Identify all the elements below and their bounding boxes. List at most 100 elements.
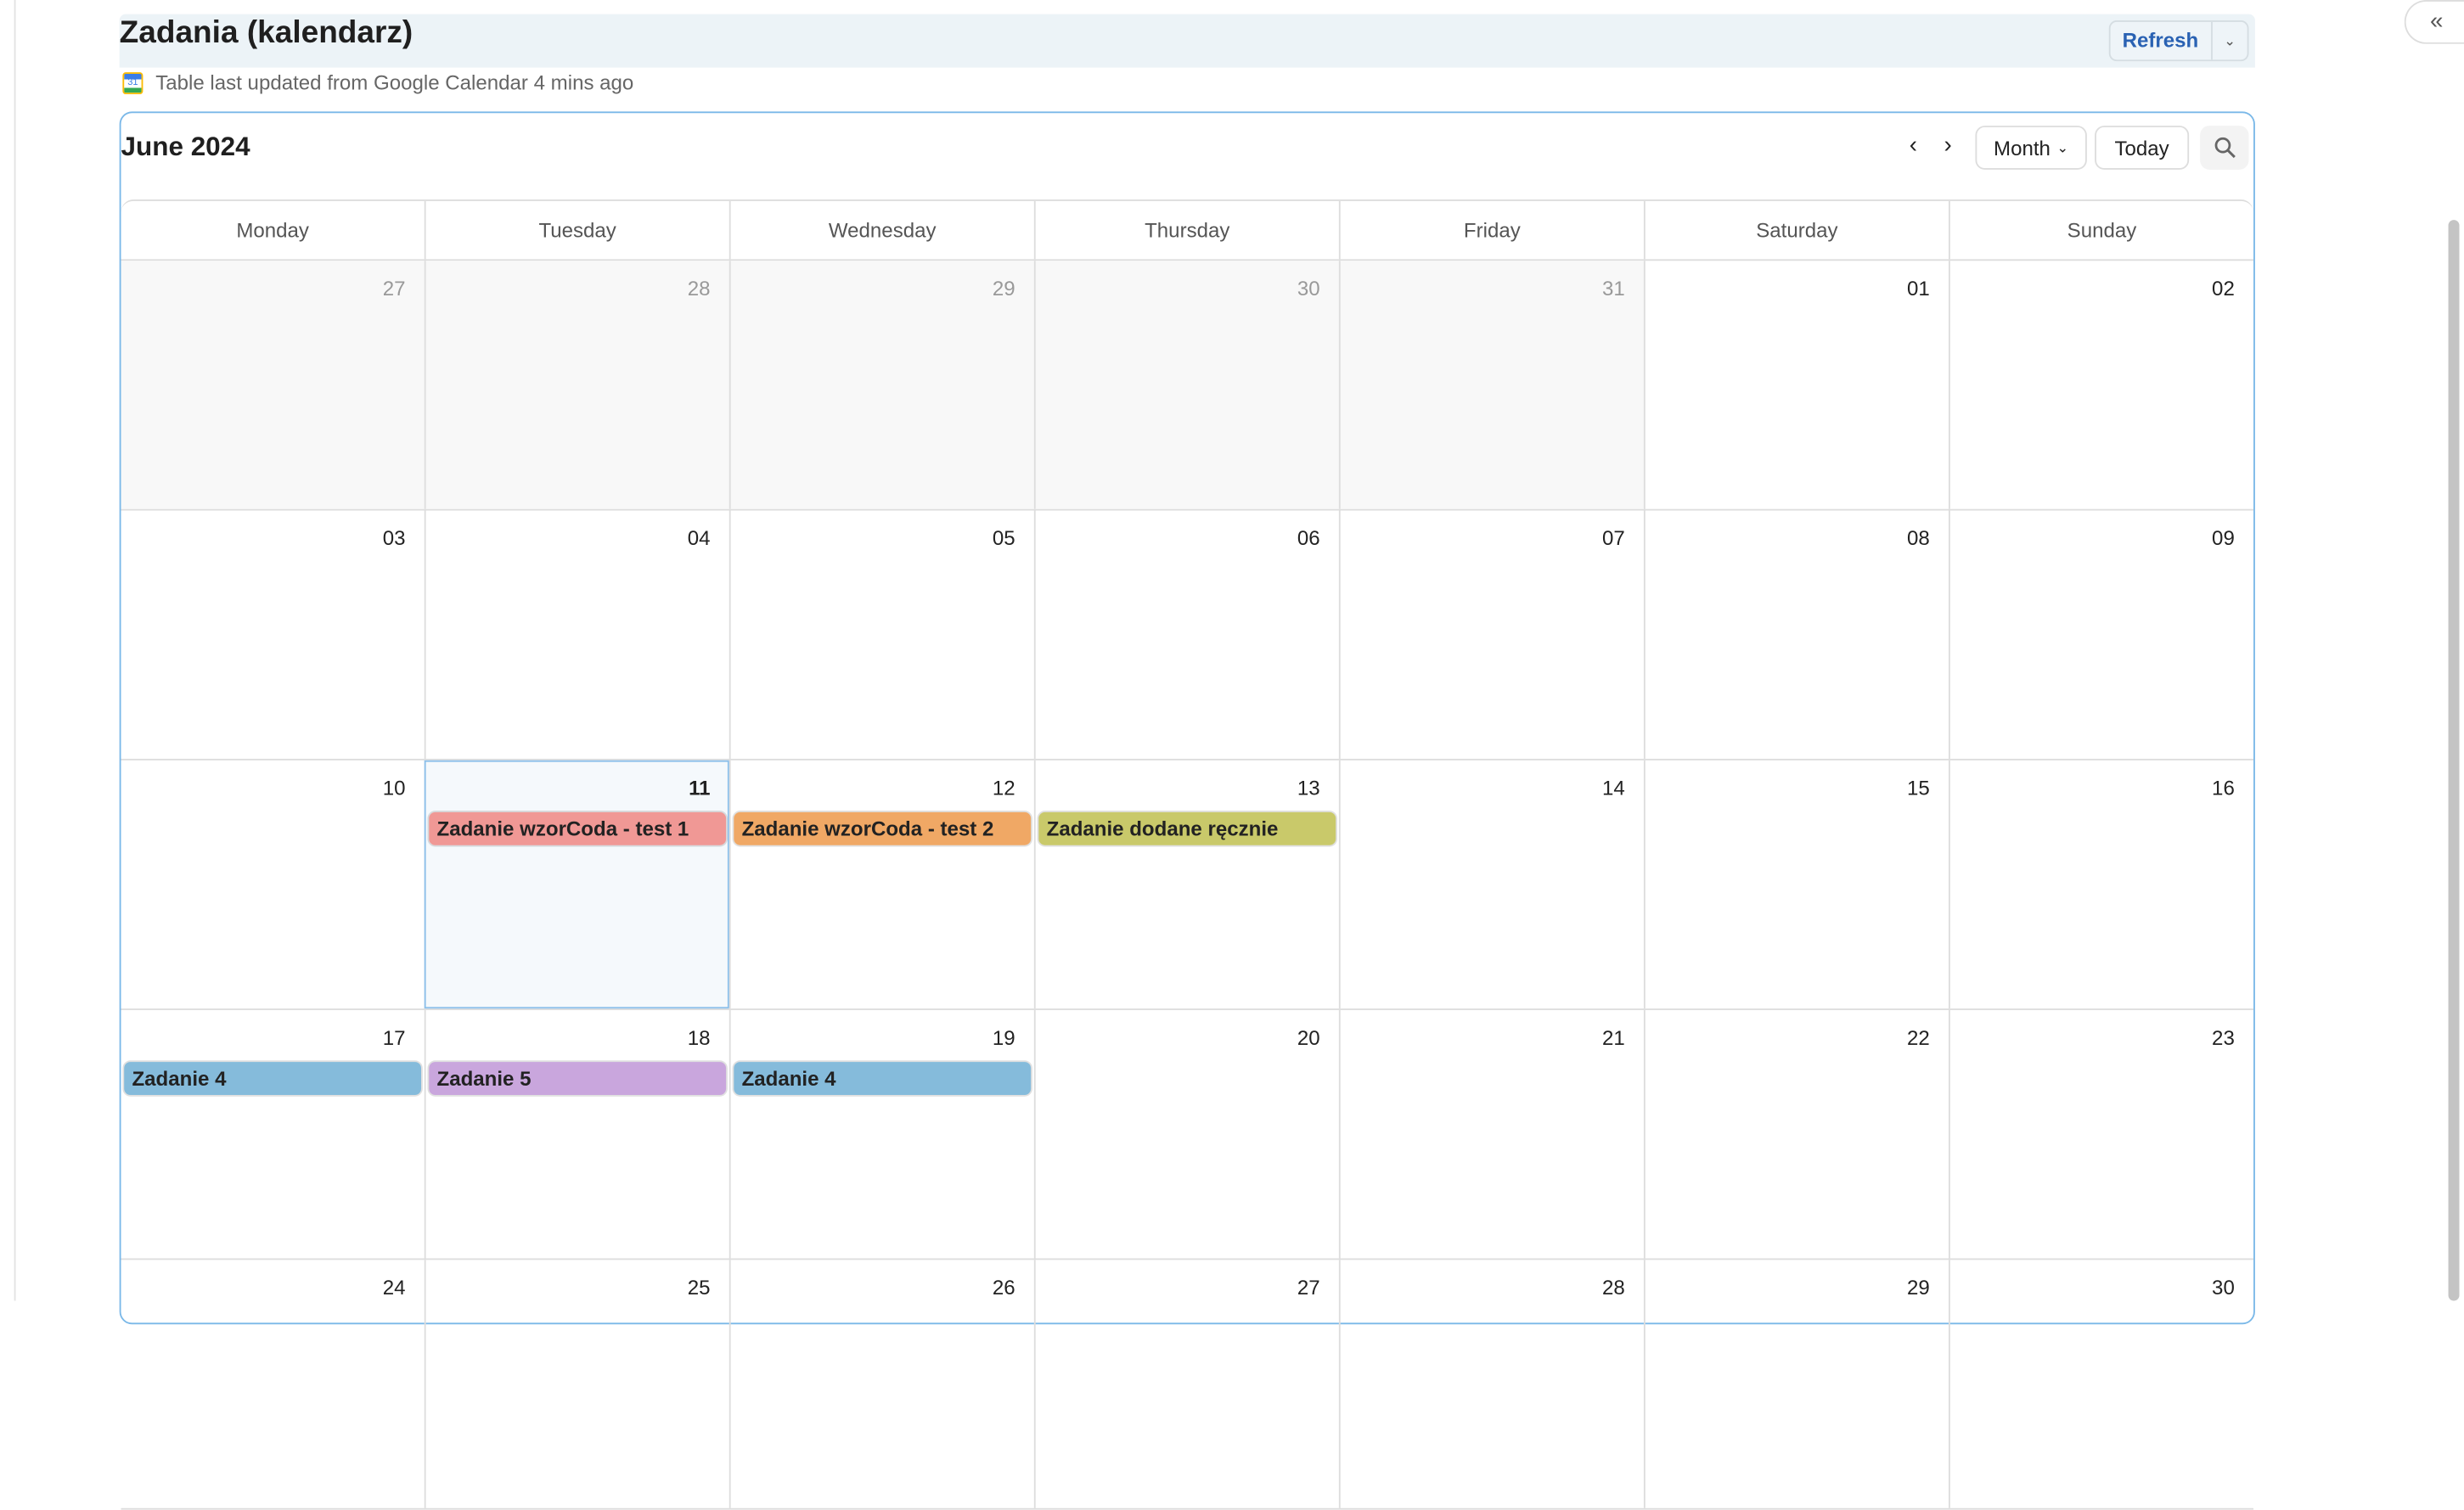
calendar-event[interactable]: Zadanie dodane ręcznie (1038, 811, 1336, 845)
day-number: 11 (689, 776, 711, 800)
day-cell[interactable]: 19 Zadanie 4 (729, 1010, 1034, 1259)
day-cell[interactable]: 15 (1643, 760, 1949, 1009)
day-number: 30 (2212, 1275, 2235, 1299)
calendar-event[interactable]: Zadanie 4 (734, 1062, 1032, 1096)
day-cell[interactable]: 22 (1643, 1010, 1949, 1259)
month-label: June 2024 (121, 132, 250, 162)
day-number: 04 (687, 526, 711, 550)
day-number: 16 (2212, 776, 2235, 800)
day-number: 19 (992, 1025, 1015, 1050)
month-grid: Monday Tuesday Wednesday Thursday Friday Satu… (121, 199, 2254, 1510)
week-row: 10 11 Zadanie wzorCoda - test 1 12 Zadanie w… (121, 760, 2254, 1011)
day-number: 06 (1297, 526, 1320, 550)
day-number: 27 (382, 276, 406, 300)
day-number: 28 (1601, 1275, 1625, 1299)
day-cell[interactable]: 21 (1338, 1010, 1644, 1259)
day-number: 24 (382, 1275, 406, 1299)
day-cell[interactable]: 17 Zadanie 4 (121, 1010, 425, 1258)
view-select[interactable]: Month ⌄ (1975, 126, 2087, 170)
scrollbar[interactable] (2448, 220, 2460, 1301)
day-number: 20 (1297, 1025, 1320, 1050)
day-cell[interactable]: 27 (121, 261, 425, 509)
week-row: 03 04 05 06 07 08 09 (121, 510, 2254, 761)
day-number: 02 (2212, 276, 2235, 300)
day-number: 29 (1907, 1275, 1930, 1299)
day-cell[interactable]: 03 (121, 511, 425, 759)
prev-month-chevron-left-icon[interactable]: ‹ (1909, 132, 1917, 159)
day-cell[interactable]: 04 (424, 510, 729, 759)
day-number: 17 (382, 1025, 406, 1050)
chevron-down-icon: ⌄ (2056, 138, 2069, 155)
refresh-button[interactable]: Refresh (2110, 21, 2213, 60)
day-cell[interactable]: 13 Zadanie dodane ręcznie (1033, 760, 1339, 1009)
sync-status-text: Table last updated from Google Calendar … (155, 70, 634, 95)
day-cell[interactable]: 27 (1033, 1260, 1339, 1508)
day-number: 13 (1297, 776, 1320, 800)
day-cell[interactable]: 01 (1643, 261, 1949, 509)
day-cell[interactable]: 08 (1643, 510, 1949, 759)
weekday-thursday: Thursday (1033, 200, 1339, 260)
week-row: 24 25 26 27 28 29 30 (121, 1260, 2254, 1510)
day-number: 15 (1907, 776, 1930, 800)
day-cell[interactable]: 28 (424, 261, 729, 509)
day-cell[interactable]: 23 (1948, 1010, 2253, 1259)
refresh-options-chevron-down-icon[interactable]: ⌄ (2224, 31, 2236, 48)
search-icon (2214, 137, 2235, 159)
day-cell[interactable]: 28 (1338, 1260, 1644, 1508)
day-cell[interactable]: 30 (1033, 261, 1339, 509)
day-cell[interactable]: 06 (1033, 510, 1339, 759)
day-cell[interactable]: 20 (1033, 1010, 1339, 1259)
day-cell[interactable]: 25 (424, 1260, 729, 1508)
weekday-saturday: Saturday (1643, 200, 1949, 260)
day-number: 08 (1907, 526, 1930, 550)
double-chevron-left-icon: « (2429, 8, 2444, 35)
calendar-event[interactable]: Zadanie 4 (124, 1062, 422, 1096)
day-cell[interactable]: 07 (1338, 510, 1644, 759)
day-cell[interactable]: 10 (121, 761, 425, 1008)
calendar-event[interactable]: Zadanie wzorCoda - test 2 (734, 811, 1032, 845)
week-row: 17 Zadanie 4 18 Zadanie 5 19 Zadanie 4 20 21 22 2… (121, 1010, 2254, 1260)
day-cell[interactable]: 26 (729, 1260, 1034, 1508)
day-cell[interactable]: 11 Zadanie wzorCoda - test 1 (424, 760, 729, 1009)
collapse-panel-button[interactable]: « (2404, 0, 2464, 44)
weekday-header: Monday Tuesday Wednesday Thursday Friday Satu… (121, 200, 2254, 261)
day-cell[interactable]: 12 Zadanie wzorCoda - test 2 (729, 760, 1034, 1009)
day-number: 10 (382, 776, 406, 800)
day-number: 07 (1601, 526, 1625, 550)
day-number: 30 (1297, 276, 1320, 300)
day-number: 29 (992, 276, 1015, 300)
day-cell[interactable]: 09 (1948, 510, 2253, 759)
sync-status: 31 Table last updated from Google Calend… (122, 70, 633, 94)
day-cell[interactable]: 05 (729, 510, 1034, 759)
day-cell[interactable]: 14 (1338, 760, 1644, 1009)
refresh-button-group: Refresh ⌄ (2107, 20, 2249, 62)
day-number: 18 (687, 1025, 711, 1050)
calendar-event[interactable]: Zadanie 5 (429, 1062, 727, 1096)
weekday-sunday: Sunday (1948, 200, 2253, 260)
day-number: 31 (1601, 276, 1625, 300)
today-button[interactable]: Today (2095, 126, 2190, 170)
weekday-friday: Friday (1338, 200, 1644, 260)
calendar-event[interactable]: Zadanie wzorCoda - test 1 (429, 811, 727, 845)
view-select-label: Month (1994, 136, 2051, 160)
day-cell[interactable]: 29 (1643, 1260, 1949, 1508)
week-row: 27 28 29 30 31 01 02 (121, 261, 2254, 511)
day-cell[interactable]: 31 (1338, 261, 1644, 509)
google-calendar-icon: 31 (122, 71, 143, 94)
search-button[interactable] (2200, 126, 2249, 170)
day-number: 28 (687, 276, 711, 300)
day-cell[interactable]: 16 (1948, 760, 2253, 1009)
day-cell[interactable]: 18 Zadanie 5 (424, 1010, 729, 1259)
page-header: Zadania (kalendarz) Refresh ⌄ (119, 14, 2255, 68)
day-cell[interactable]: 29 (729, 261, 1034, 509)
day-number: 21 (1601, 1025, 1625, 1050)
day-number: 09 (2212, 526, 2235, 550)
next-month-chevron-right-icon[interactable]: › (1944, 132, 1952, 159)
day-cell[interactable]: 02 (1948, 261, 2253, 509)
day-number: 12 (992, 776, 1015, 800)
weekday-wednesday: Wednesday (729, 200, 1034, 260)
day-cell[interactable]: 24 (121, 1260, 425, 1507)
day-cell[interactable]: 30 (1948, 1260, 2253, 1508)
page-title: Zadania (kalendarz) (119, 15, 413, 51)
page: Zadania (kalendarz) Refresh ⌄ 31 Table l… (14, 0, 2464, 1510)
